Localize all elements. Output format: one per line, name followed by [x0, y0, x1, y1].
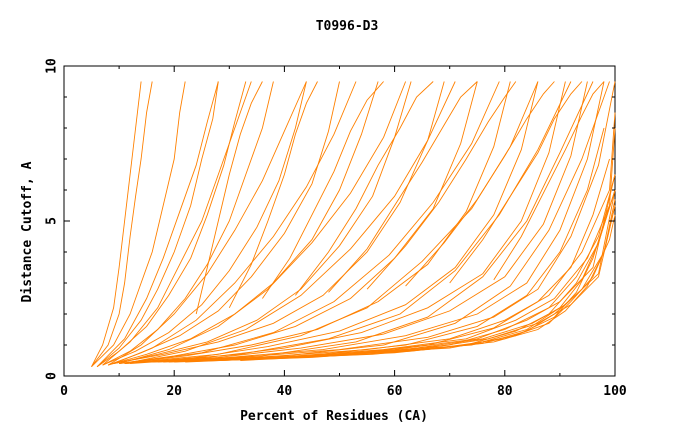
- chart-title: T0996-D3: [316, 19, 379, 34]
- y-tick-label: 10: [45, 58, 60, 74]
- y-axis-ticks: 0 5 10: [45, 58, 615, 380]
- x-tick-label: 60: [387, 384, 403, 399]
- series-line: [228, 81, 318, 309]
- series-line: [124, 81, 539, 365]
- series-line: [201, 174, 616, 361]
- series-line: [107, 81, 379, 366]
- series-line: [195, 81, 263, 315]
- series-line: [295, 81, 434, 296]
- x-axis-label: Percent of Residues (CA): [240, 409, 428, 424]
- series-line: [328, 81, 478, 293]
- series-line: [124, 81, 566, 365]
- series-line: [119, 81, 511, 365]
- x-tick-label: 80: [497, 384, 513, 399]
- series-line: [174, 205, 616, 363]
- series-line: [168, 127, 605, 363]
- x-tick-label: 0: [60, 384, 68, 399]
- series-line: [96, 81, 247, 368]
- y-tick-label: 5: [45, 217, 60, 225]
- series-group: [91, 81, 616, 368]
- series-line: [91, 81, 186, 368]
- y-axis-label: Distance Cutoff, A: [20, 161, 35, 302]
- series-line: [135, 81, 616, 363]
- series-line: [118, 81, 407, 365]
- series-line: [113, 81, 357, 365]
- series-line: [130, 81, 588, 365]
- series-line: [91, 81, 153, 367]
- x-tick-label: 40: [277, 384, 293, 399]
- series-line: [493, 81, 605, 281]
- series-line: [130, 81, 500, 363]
- plot-area: [63, 65, 616, 377]
- series-line: [449, 81, 583, 284]
- series-line: [284, 214, 616, 358]
- series-line: [311, 205, 610, 357]
- x-axis-ticks: 0 20 40 60 80 100: [60, 66, 627, 399]
- series-line: [262, 81, 384, 299]
- series-line: [157, 81, 610, 363]
- series-line: [102, 81, 274, 366]
- series-line: [366, 81, 517, 290]
- series-line: [405, 81, 555, 287]
- series-line: [130, 81, 605, 363]
- series-line: [96, 81, 219, 368]
- series-line: [119, 81, 478, 365]
- series-line: [339, 189, 616, 355]
- series-line: [113, 81, 445, 365]
- y-tick-label: 0: [45, 372, 60, 380]
- x-tick-label: 100: [603, 384, 627, 399]
- series-line: [107, 81, 307, 366]
- x-tick-label: 20: [166, 384, 182, 399]
- series-line: [91, 81, 142, 367]
- series-line: [113, 81, 412, 365]
- series-line: [102, 81, 307, 366]
- series-line: [146, 81, 594, 363]
- series-line: [124, 81, 456, 365]
- series-line: [96, 81, 219, 368]
- series-line: [102, 81, 252, 366]
- series-line: [141, 81, 572, 363]
